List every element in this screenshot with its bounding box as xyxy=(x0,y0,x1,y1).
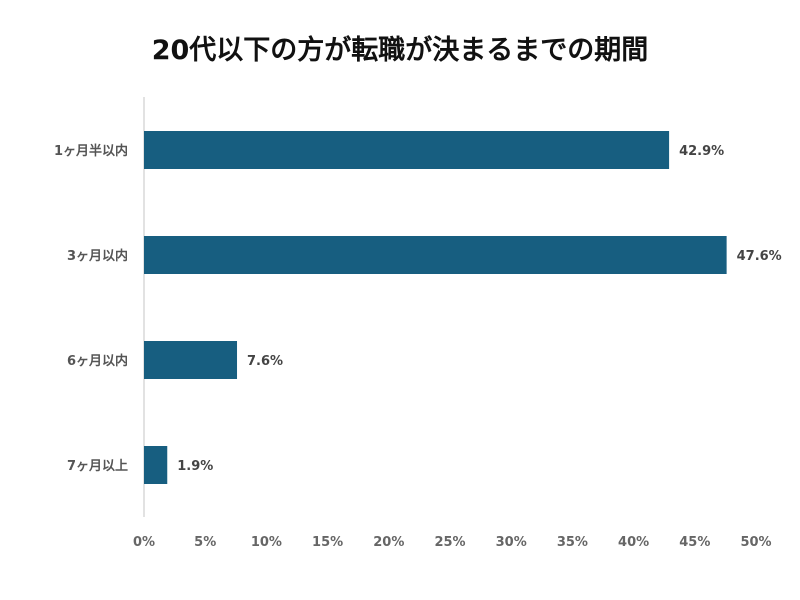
x-tick-label: 20% xyxy=(373,535,404,550)
bar xyxy=(144,341,238,379)
category-label: 6ヶ月以内 xyxy=(67,353,128,369)
category-label: 3ヶ月以内 xyxy=(67,248,128,264)
x-tick-label: 50% xyxy=(740,535,771,550)
x-tick-label: 35% xyxy=(557,535,588,550)
x-tick-label: 10% xyxy=(251,535,282,550)
x-tick-label: 5% xyxy=(194,535,216,550)
category-label: 7ヶ月以上 xyxy=(67,459,128,474)
x-tick-label: 30% xyxy=(496,535,527,550)
data-label: 1.9% xyxy=(177,459,213,474)
bar xyxy=(144,446,168,484)
data-label: 7.6% xyxy=(247,354,283,369)
x-tick-label: 45% xyxy=(679,535,710,550)
chart-title: 20代以下の方が転職が決まるまでの期間 xyxy=(151,35,649,66)
category-label: 1ヶ月半以内 xyxy=(54,143,128,159)
data-label: 47.6% xyxy=(737,249,782,264)
x-tick-label: 0% xyxy=(133,535,155,550)
data-label: 42.9% xyxy=(679,144,724,159)
bar xyxy=(144,236,727,274)
x-tick-label: 15% xyxy=(312,535,343,550)
x-tick-label: 40% xyxy=(618,535,649,550)
bar xyxy=(144,131,670,169)
x-tick-label: 25% xyxy=(434,535,465,550)
